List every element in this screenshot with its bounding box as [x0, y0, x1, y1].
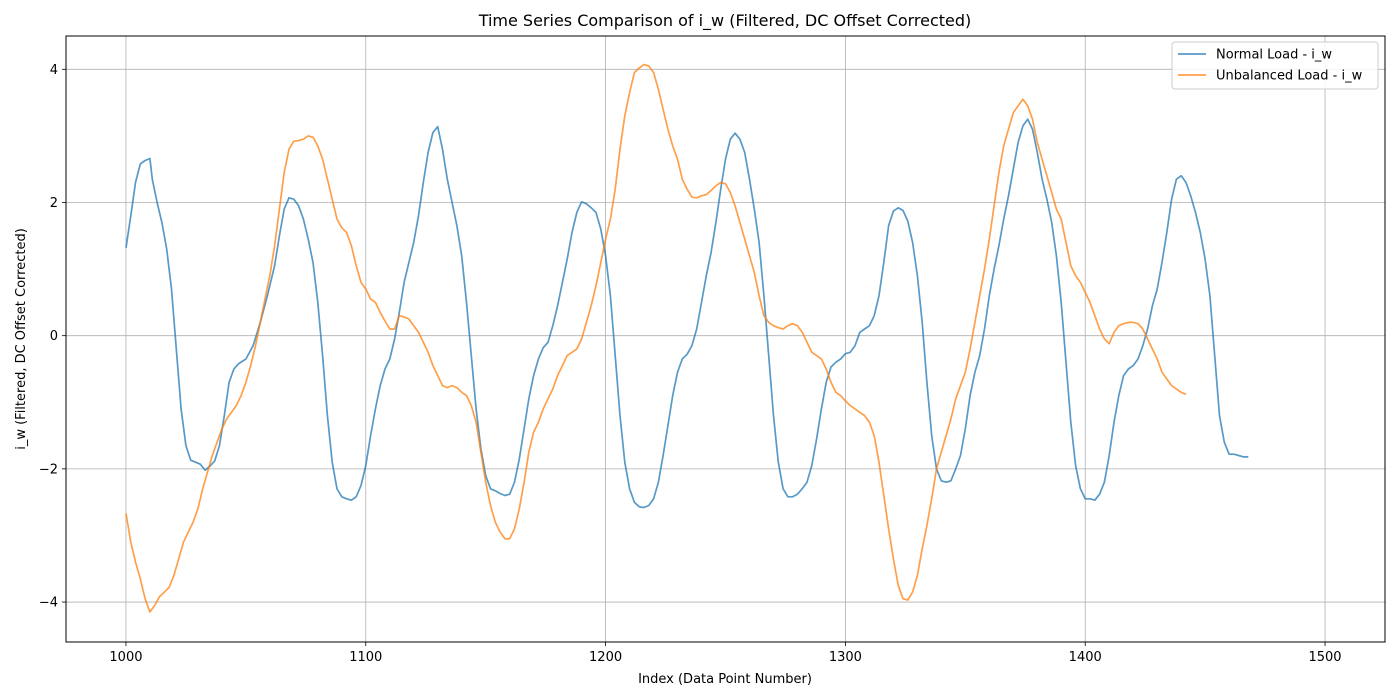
- y-tick-label: 4: [50, 63, 58, 78]
- x-tick-label: 1500: [1308, 650, 1341, 665]
- series-line-normal-load: [125, 118, 1249, 509]
- y-tick-label: −4: [39, 596, 58, 611]
- y-axis-label: i_w (Filtered, DC Offset Corrected): [14, 228, 29, 450]
- y-tick-label: 2: [50, 196, 58, 211]
- y-tick-label: 0: [50, 329, 58, 344]
- series-line-unbalanced-load: [125, 63, 1187, 613]
- legend: Normal Load - i_w Unbalanced Load - i_w: [1171, 41, 1379, 90]
- plot-frame: [65, 35, 1386, 643]
- chart-title: Time Series Comparison of i_w (Filtered,…: [478, 11, 972, 31]
- x-tick-label: 1300: [829, 650, 862, 665]
- legend-box: [1171, 41, 1379, 90]
- y-tick-label: −2: [39, 462, 58, 477]
- legend-label: Unbalanced Load - i_w: [1216, 69, 1363, 84]
- x-axis-label: Index (Data Point Number): [638, 672, 812, 687]
- grid: [66, 36, 1385, 642]
- axis-ticks: 1000 1100 1200 1300 1400 1500 −4 −2 0 2 4: [39, 63, 1342, 665]
- legend-label: Normal Load - i_w: [1216, 48, 1332, 63]
- x-tick-label: 1400: [1069, 650, 1102, 665]
- x-tick-label: 1200: [589, 650, 622, 665]
- series-lines: [125, 63, 1249, 613]
- x-tick-label: 1000: [109, 650, 142, 665]
- x-tick-label: 1100: [349, 650, 382, 665]
